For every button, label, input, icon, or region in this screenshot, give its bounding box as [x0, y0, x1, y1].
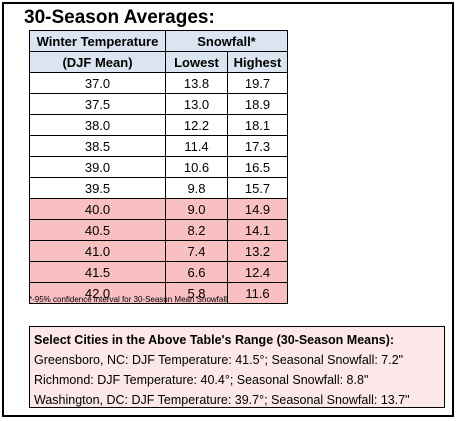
temperature-cell: 39.5 [29, 177, 166, 199]
temperature-cell: 37.0 [29, 72, 166, 94]
table-row: 42.0 5.8 11.6 [29, 282, 288, 304]
temperature-cell: 41.5 [29, 261, 166, 283]
header-lowest: Lowest [165, 51, 228, 73]
table-row: 38.5 11.4 17.3 [29, 135, 288, 157]
table-row: 39.5 9.8 15.7 [29, 177, 288, 199]
averages-table: Winter Temperature Snowfall* (DJF Mean) … [29, 30, 288, 304]
highest-cell: 19.7 [227, 72, 288, 94]
lowest-cell: 9.0 [165, 198, 228, 220]
table-row: 37.0 13.8 19.7 [29, 72, 288, 94]
highest-cell: 18.9 [227, 93, 288, 115]
highest-cell: 18.1 [227, 114, 288, 136]
lowest-cell: 5.8 [165, 282, 228, 304]
table-row: 41.5 6.6 12.4 [29, 261, 288, 283]
table-row: 37.5 13.0 18.9 [29, 93, 288, 115]
highest-cell: 13.2 [227, 240, 288, 262]
lowest-cell: 13.8 [165, 72, 228, 94]
table-row: 39.0 10.6 16.5 [29, 156, 288, 178]
highest-cell: 11.6 [227, 282, 288, 304]
header-winter-temperature: Winter Temperature [29, 30, 166, 52]
select-cities-box: Select Cities in the Above Table's Range… [29, 326, 445, 408]
temperature-cell: 38.0 [29, 114, 166, 136]
table-row: 38.0 12.2 18.1 [29, 114, 288, 136]
highest-cell: 12.4 [227, 261, 288, 283]
temperature-cell: 41.0 [29, 240, 166, 262]
lowest-cell: 12.2 [165, 114, 228, 136]
city-line-richmond: Richmond: DJF Temperature: 40.4°; Season… [34, 373, 369, 387]
temperature-cell: 39.0 [29, 156, 166, 178]
header-highest: Highest [227, 51, 288, 73]
table-row: 40.5 8.2 14.1 [29, 219, 288, 241]
figure-frame: 30-Season Averages: Winter Temperature S… [2, 2, 454, 417]
temperature-cell: 38.5 [29, 135, 166, 157]
temperature-cell: 40.0 [29, 198, 166, 220]
temperature-cell: 40.5 [29, 219, 166, 241]
table-row: 41.0 7.4 13.2 [29, 240, 288, 262]
highest-cell: 16.5 [227, 156, 288, 178]
highest-cell: 17.3 [227, 135, 288, 157]
table-body: 37.0 13.8 19.7 37.5 13.0 18.9 38.0 12.2 18.1 38.5… [29, 72, 288, 304]
footnote: *-95% confidence interval for 30-Season … [29, 295, 227, 304]
city-line-washington: Washington, DC: DJF Temperature: 39.7°; … [34, 393, 410, 407]
lowest-cell: 9.8 [165, 177, 228, 199]
lowest-cell: 8.2 [165, 219, 228, 241]
highest-cell: 14.9 [227, 198, 288, 220]
lowest-cell: 7.4 [165, 240, 228, 262]
figure-title: 30-Season Averages: [24, 7, 215, 28]
city-line-greensboro: Greensboro, NC: DJF Temperature: 41.5°; … [34, 353, 404, 367]
lowest-cell: 13.0 [165, 93, 228, 115]
lowest-cell: 10.6 [165, 156, 228, 178]
header-snowfall: Snowfall* [165, 30, 288, 52]
temperature-cell: 42.0 [29, 282, 166, 304]
header-djf-mean: (DJF Mean) [29, 51, 166, 73]
lowest-cell: 6.6 [165, 261, 228, 283]
cities-heading: Select Cities in the Above Table's Range… [34, 333, 395, 347]
lowest-cell: 11.4 [165, 135, 228, 157]
highest-cell: 15.7 [227, 177, 288, 199]
highest-cell: 14.1 [227, 219, 288, 241]
table-row: 40.0 9.0 14.9 [29, 198, 288, 220]
temperature-cell: 37.5 [29, 93, 166, 115]
